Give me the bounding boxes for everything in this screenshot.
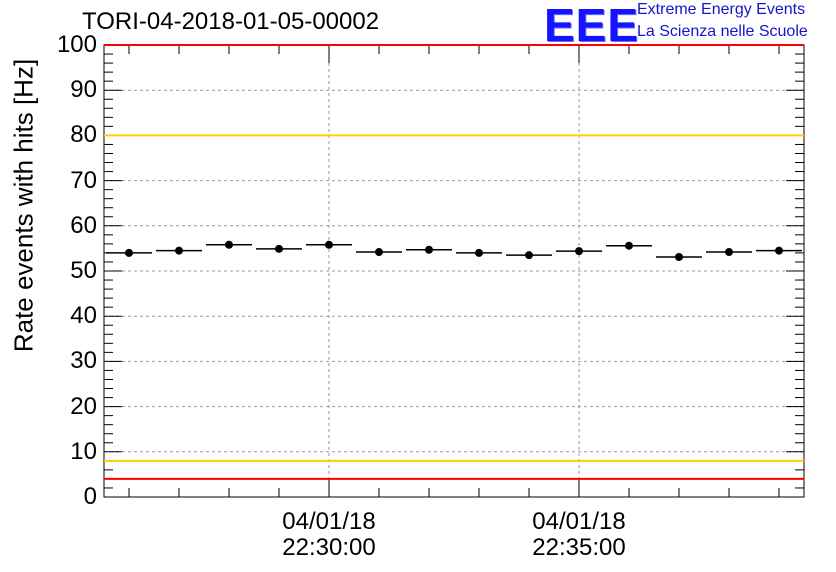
data-point (525, 251, 533, 260)
data-point (375, 248, 383, 257)
y-tick-label: 90 (70, 76, 97, 104)
y-tick-label: 70 (70, 166, 97, 194)
data-point (225, 240, 233, 249)
x-tick-label: 04/01/18 22:35:00 (532, 508, 626, 561)
y-tick-label: 10 (70, 437, 97, 465)
data-point (175, 246, 183, 255)
data-point (125, 248, 133, 257)
y-tick-label: 60 (70, 211, 97, 239)
y-tick-label: 40 (70, 302, 97, 330)
data-point (625, 241, 633, 250)
y-tick-label: 30 (70, 347, 97, 375)
eee-logo: EEE (544, 0, 640, 51)
y-tick-label: 50 (70, 257, 97, 284)
data-point (425, 245, 433, 254)
y-tick-label: 100 (56, 31, 97, 58)
data-point (325, 240, 333, 249)
y-tick-label: 80 (70, 121, 97, 149)
data-point (475, 248, 483, 257)
data-point (775, 246, 783, 255)
data-point (275, 244, 283, 253)
chart-title: TORI-04-2018-01-05-00002 (82, 8, 380, 35)
logo-line-2: La Scienza nelle Scuole (637, 23, 808, 40)
data-point (675, 252, 683, 261)
y-tick-label: 20 (70, 392, 97, 420)
x-tick-label: 04/01/18 22:30:00 (282, 508, 376, 561)
y-tick-label: 0 (83, 483, 97, 510)
logo-line-1: Extreme Energy Events (637, 1, 806, 18)
data-point (575, 247, 583, 256)
data-point (725, 248, 733, 257)
